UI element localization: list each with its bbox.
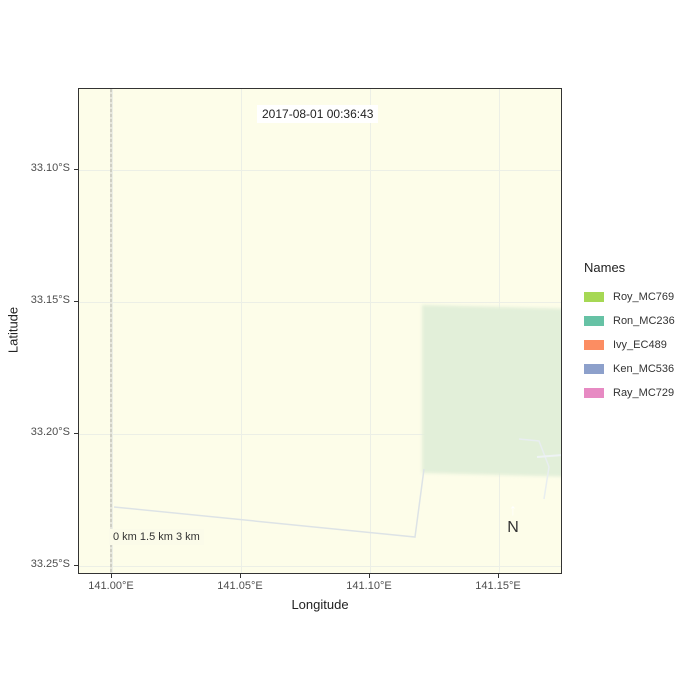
legend-swatch [584,340,604,350]
y-tick-mark [74,169,78,170]
grid-line [370,89,371,573]
legend-label: Ivy_EC489 [613,339,667,351]
x-tick-mark [240,574,241,578]
legend-item: Roy_MC769 [584,285,675,309]
legend-item: Ron_MC236 [584,309,675,333]
legend: Names Roy_MC769 Ron_MC236 Ivy_EC489 Ken_… [584,260,675,405]
north-arrow: ↑ N [503,503,523,537]
x-tick-label: 141.00°E [88,580,134,592]
boundary-line [110,89,112,573]
grid-line [79,170,561,171]
legend-swatch [584,316,604,326]
legend-swatch [584,292,604,302]
y-tick-label: 33.10°S [30,162,70,174]
x-axis-title: Longitude [291,597,349,612]
grid-line [79,434,561,435]
legend-item: Ken_MC536 [584,357,675,381]
x-tick-label: 141.10°E [346,580,392,592]
grid-line [79,302,561,303]
scale-bar: 0 km 1.5 km 3 km [109,529,204,545]
x-tick-label: 141.05°E [217,580,263,592]
north-arrow-icon: ↑ [509,502,517,519]
legend-swatch [584,364,604,374]
y-tick-mark [74,301,78,302]
x-tick-label: 141.15°E [475,580,521,592]
road-path [113,468,425,538]
legend-label: Ron_MC236 [613,315,675,327]
y-tick-mark [74,565,78,566]
base-map-lines [113,438,561,538]
y-tick-label: 33.25°S [30,558,70,570]
y-tick-label: 33.15°S [30,294,70,306]
y-tick-label: 33.20°S [30,426,70,438]
legend-swatch [584,388,604,398]
legend-title: Names [584,260,626,275]
map-panel: 2017-08-01 00:36:43 0 km 1.5 km 3 km ↑ N [78,88,562,574]
grid-line [241,89,242,573]
legend-label: Roy_MC769 [613,291,675,303]
legend-label: Ken_MC536 [613,363,675,375]
timestamp-label: 2017-08-01 00:36:43 [257,105,379,123]
x-tick-mark [369,574,370,578]
grid-line [79,566,561,567]
x-tick-mark [111,574,112,578]
grid-line [112,89,113,573]
legend-label: Ray_MC729 [613,387,675,399]
north-label: N [507,519,519,536]
road-path [518,438,550,500]
road-path [536,454,561,458]
legend-item: Ray_MC729 [584,381,675,405]
x-tick-mark [498,574,499,578]
y-tick-mark [74,433,78,434]
y-axis-title: Latitude [5,306,21,354]
legend-item: Ivy_EC489 [584,333,675,357]
